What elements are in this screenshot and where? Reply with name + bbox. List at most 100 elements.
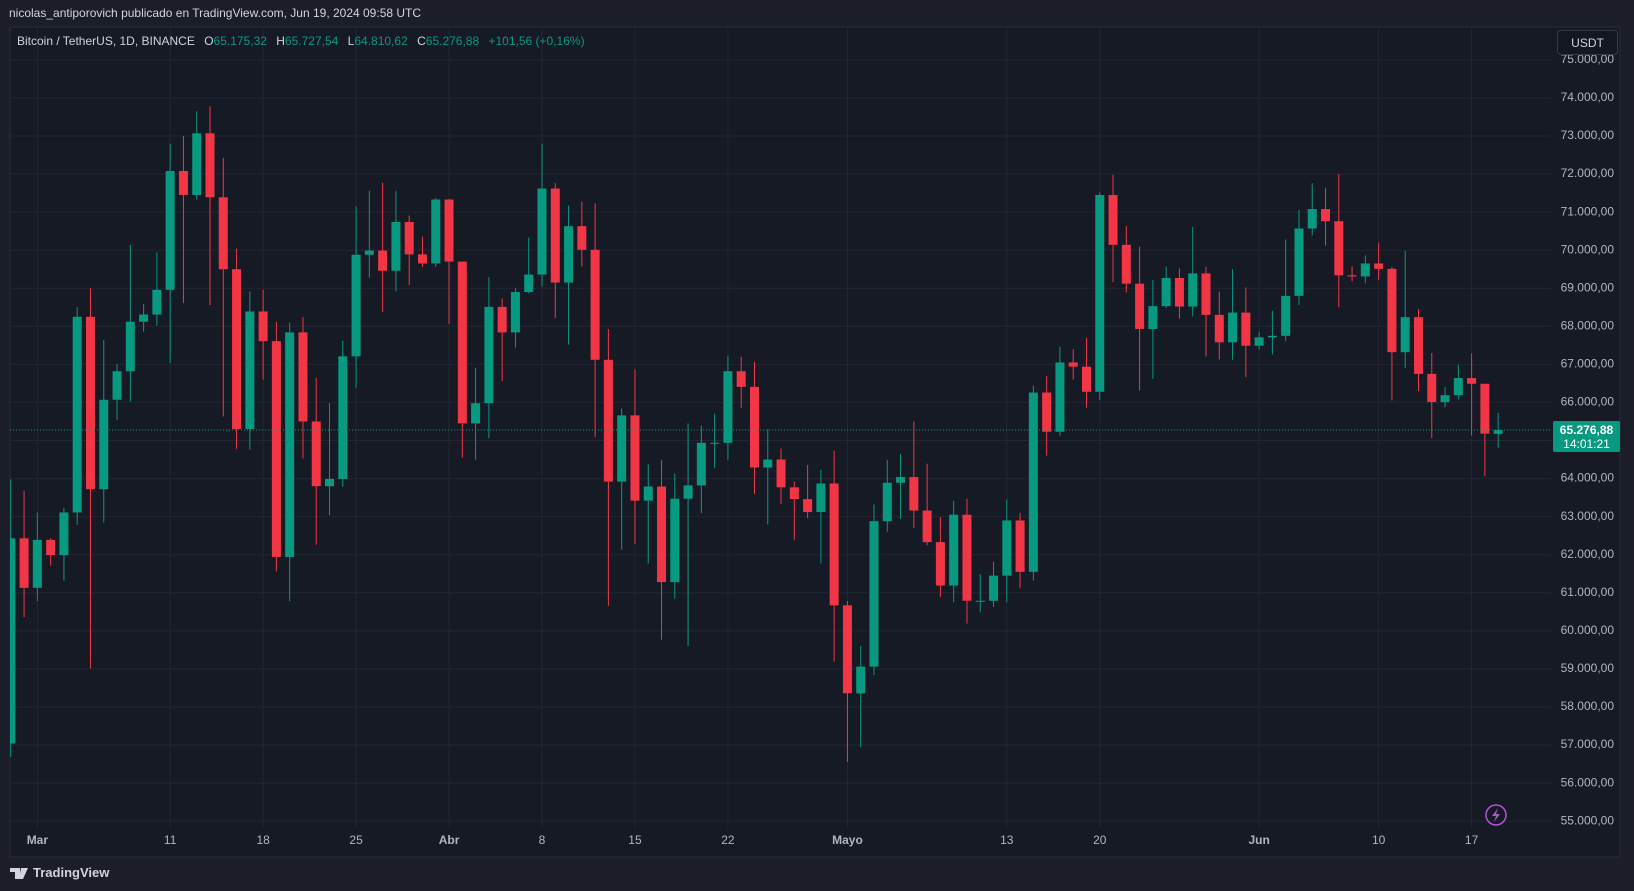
x-tick-label: Mar xyxy=(27,833,49,847)
y-tick-label: 73.000,00 xyxy=(1561,128,1615,142)
candle-body xyxy=(444,199,454,262)
candle-body xyxy=(351,254,361,357)
candle-body xyxy=(789,487,799,500)
candle-body xyxy=(603,359,613,482)
candle-body xyxy=(285,332,295,557)
candle-body xyxy=(1294,228,1304,296)
candle-body xyxy=(72,316,82,513)
y-tick-label: 69.000,00 xyxy=(1561,280,1615,294)
x-tick-label: 22 xyxy=(721,833,735,847)
legend-key: O xyxy=(204,34,214,48)
candle-body xyxy=(1413,317,1423,374)
legend-value: 65.727,54 xyxy=(284,34,339,48)
candle-body xyxy=(1042,392,1052,432)
candle-body xyxy=(325,478,335,487)
y-tick-label: 74.000,00 xyxy=(1561,90,1615,104)
candle-body xyxy=(457,261,467,424)
candle-body xyxy=(85,316,95,490)
y-tick-label: 67.000,00 xyxy=(1561,357,1615,371)
candle-body xyxy=(1440,395,1450,403)
y-tick-label: 71.000,00 xyxy=(1561,204,1615,218)
candle-body xyxy=(1480,383,1490,434)
candle-body xyxy=(1241,312,1251,346)
candle-body xyxy=(298,332,308,422)
candle-body xyxy=(1267,335,1277,338)
candle-body xyxy=(1135,283,1145,329)
candle-body xyxy=(378,250,388,271)
candle-body xyxy=(218,197,228,270)
candle-body xyxy=(1068,362,1078,367)
y-tick-label: 61.000,00 xyxy=(1561,585,1615,599)
candle-body xyxy=(643,486,653,501)
candle-body xyxy=(829,483,839,606)
candle-body xyxy=(1374,263,1384,269)
x-tick-label: 25 xyxy=(349,833,363,847)
candle-body xyxy=(776,459,786,488)
candle-body xyxy=(1307,209,1317,229)
candle-body xyxy=(909,477,919,511)
candle-body xyxy=(1214,314,1224,343)
candle-body xyxy=(670,498,680,583)
candle-body xyxy=(338,356,348,479)
x-tick-label: Abr xyxy=(439,833,460,847)
candle-body xyxy=(590,249,600,360)
candle-body xyxy=(192,133,202,195)
legend-key: H xyxy=(276,34,285,48)
candle-body xyxy=(497,306,507,333)
x-tick-label: Jun xyxy=(1248,833,1269,847)
candle-body xyxy=(1427,373,1437,403)
candle-body xyxy=(404,222,414,255)
candle-body xyxy=(271,341,281,557)
symbol[interactable]: Bitcoin / TetherUS, 1D, BINANCE xyxy=(17,34,195,48)
candle-body xyxy=(364,250,374,255)
candle-body xyxy=(1174,277,1184,307)
y-tick-label: 68.000,00 xyxy=(1561,318,1615,332)
symbol-legend: Bitcoin / TetherUS, 1D, BINANCE O65.175,… xyxy=(17,34,585,48)
candle-body xyxy=(749,386,759,468)
candle-body xyxy=(471,403,481,424)
candle-body xyxy=(125,321,135,372)
candle-body xyxy=(484,306,494,404)
y-tick-label: 58.000,00 xyxy=(1561,699,1615,713)
y-tick-label: 72.000,00 xyxy=(1561,166,1615,180)
candle-body xyxy=(763,459,773,468)
candle-body xyxy=(311,421,321,487)
candle-body xyxy=(391,222,401,271)
candle-body xyxy=(1281,295,1291,336)
brand: TradingView xyxy=(33,865,110,880)
legend-value: 65.175,32 xyxy=(213,34,267,48)
candle-body xyxy=(710,442,720,444)
candle-body xyxy=(165,170,175,290)
candle-body xyxy=(1015,520,1025,572)
candle-body xyxy=(1081,366,1091,392)
candle-body xyxy=(524,274,534,293)
alert-icon[interactable] xyxy=(1485,804,1507,826)
currency-button[interactable]: USDT xyxy=(1557,30,1618,55)
candle-body xyxy=(1453,378,1463,396)
candle-body xyxy=(550,188,560,283)
x-tick-label: 11 xyxy=(164,833,177,847)
candle-body xyxy=(1188,273,1198,307)
candle-body xyxy=(1148,306,1158,329)
candle-body xyxy=(1400,317,1410,353)
candle-body xyxy=(178,170,188,195)
y-tick-label: 63.000,00 xyxy=(1561,509,1615,523)
candle-body xyxy=(723,371,733,443)
candle-body xyxy=(19,538,29,588)
candle-body xyxy=(1002,520,1012,576)
plot-area xyxy=(10,106,1551,763)
candle-body xyxy=(577,226,587,250)
candle-body xyxy=(683,485,693,499)
y-tick-label: 75.000,00 xyxy=(1561,52,1615,66)
y-tick-label: 64.000,00 xyxy=(1561,471,1615,485)
candle-body xyxy=(258,311,268,342)
candle-body xyxy=(896,477,906,483)
legend-key: C xyxy=(417,34,426,48)
candle-body xyxy=(842,605,852,694)
axes: 55.000,00 56.000,00 57.000,00 58.000,00 59.0… xyxy=(27,52,1615,847)
x-tick-label: 15 xyxy=(628,833,642,847)
candle-body xyxy=(856,666,866,694)
candle-body xyxy=(112,371,122,400)
candle-body xyxy=(1108,194,1118,245)
legend-key: L xyxy=(347,34,355,48)
